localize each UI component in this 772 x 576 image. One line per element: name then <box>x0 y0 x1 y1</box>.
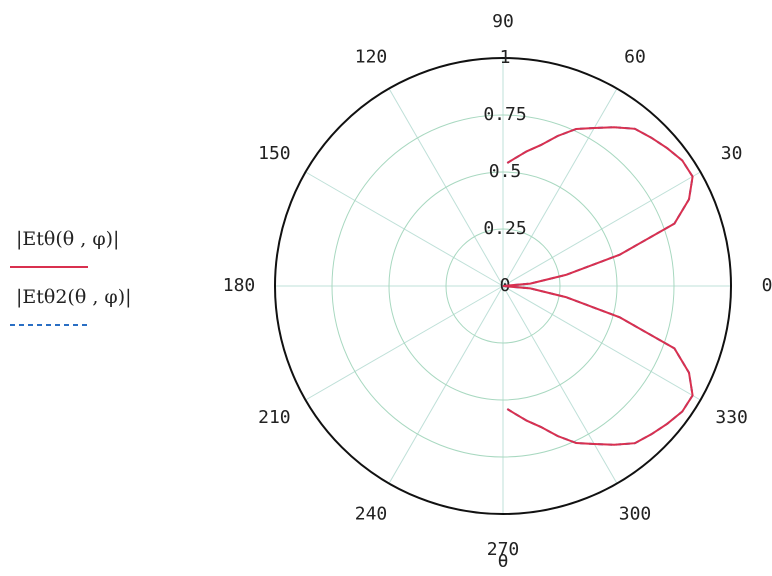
theta-tick-label: 60 <box>624 46 646 67</box>
series-line <box>502 126 694 446</box>
r-tick-label: 0.5 <box>489 161 522 182</box>
r-tick-label: 0.25 <box>483 218 526 239</box>
theta-tick-label: 0 <box>762 275 772 296</box>
theta-tick-label: 30 <box>721 143 743 164</box>
theta-tick-label: 90 <box>492 11 514 32</box>
grid-circle <box>331 114 675 458</box>
theta-tick-label: 270 <box>487 539 520 560</box>
theta-tick-label: 150 <box>258 143 291 164</box>
r-tick-label: 0.75 <box>483 104 526 125</box>
theta-tick-label: 240 <box>355 504 388 525</box>
grid-circle <box>388 171 618 401</box>
theta-tick-label: 330 <box>715 407 748 428</box>
legend-label: |Etθ(θ , φ)| <box>16 228 119 250</box>
theta-tick-label: 300 <box>619 504 652 525</box>
outer-circle <box>274 57 732 515</box>
x-axis-label: θ <box>498 551 509 572</box>
grid-circle <box>445 228 561 344</box>
legend-label: |Etθ2(θ , φ)| <box>16 286 132 308</box>
theta-tick-label: 120 <box>355 46 388 67</box>
theta-tick-label: 180 <box>223 275 256 296</box>
r-tick-label: 1 <box>500 47 511 68</box>
theta-tick-label: 210 <box>258 407 291 428</box>
